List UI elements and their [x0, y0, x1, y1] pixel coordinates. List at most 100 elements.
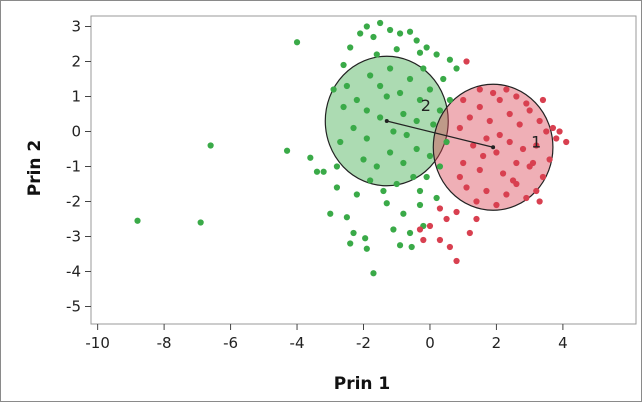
- cluster-2-point: [416, 187, 424, 195]
- cluster-2-point: [377, 82, 384, 90]
- cluster-2-point: [380, 187, 387, 195]
- cluster-2-point: [426, 86, 434, 93]
- y-tick-label: -4: [66, 263, 81, 281]
- cluster-2-point: [386, 26, 394, 34]
- cluster-1-point: [509, 177, 517, 184]
- cluster-1-point: [496, 96, 503, 104]
- cluster-2-point: [362, 235, 369, 242]
- cluster-1-point: [443, 215, 450, 223]
- y-tick-label: 0: [71, 123, 81, 141]
- cluster-2-point: [396, 30, 404, 37]
- cluster-2-point: [446, 56, 454, 63]
- cluster-2-point: [313, 168, 321, 175]
- data-points: [134, 19, 570, 277]
- cluster-2-point: [373, 163, 380, 170]
- x-tick-label: -8: [157, 334, 172, 352]
- cluster-1-point: [539, 96, 547, 104]
- cluster-2-point: [413, 145, 420, 153]
- cluster-2-point: [207, 142, 214, 149]
- cluster-2-point: [406, 28, 414, 35]
- y-tick-label: -2: [66, 193, 81, 211]
- x-tick-label: 2: [492, 334, 502, 352]
- cluster-1-point: [456, 124, 463, 132]
- cluster-2-point: [436, 163, 444, 170]
- cluster-2-point: [367, 177, 374, 184]
- cluster-2-point: [420, 65, 427, 72]
- cluster-1-point: [463, 184, 470, 191]
- cluster-2-label: 2: [421, 96, 431, 115]
- cluster-2-point: [443, 138, 450, 146]
- plot-area: [90, 15, 637, 325]
- y-tick-label: -1: [66, 158, 81, 176]
- cluster-1-point: [536, 117, 543, 125]
- cluster-1-point: [480, 152, 487, 160]
- cluster-2-point: [393, 46, 400, 53]
- cluster-2-point: [134, 217, 141, 224]
- cluster-1-point: [453, 208, 460, 216]
- cluster-1-point: [446, 243, 454, 251]
- cluster-1-point: [499, 170, 507, 177]
- cluster-1-point: [456, 173, 463, 181]
- cluster-1-point: [466, 114, 473, 121]
- cluster-1-point: [493, 149, 500, 156]
- x-tick-label: -4: [290, 334, 305, 352]
- y-axis-title: Prin 2: [25, 140, 45, 197]
- cluster-2-point: [343, 82, 350, 90]
- cluster-1-point: [473, 215, 480, 223]
- cluster-1-point: [473, 198, 480, 205]
- cluster-1-point: [416, 226, 424, 233]
- cluster-2-point: [340, 61, 347, 69]
- cluster-2-point: [307, 154, 314, 161]
- cluster-1-point: [533, 187, 540, 195]
- cluster-2-point: [416, 201, 424, 209]
- cluster-1-point: [460, 159, 467, 167]
- cluster-1-point: [513, 93, 520, 100]
- cluster-1-point: [553, 135, 560, 142]
- cluster-2-point: [330, 86, 337, 93]
- cluster-1-point: [543, 128, 550, 135]
- cluster-1-point: [523, 194, 530, 202]
- cluster-1-point: [470, 142, 477, 149]
- cluster-2-point: [360, 156, 367, 163]
- x-tick-label: -10: [85, 334, 110, 352]
- cluster-2-center: [384, 119, 389, 123]
- cluster-2-point: [436, 107, 444, 114]
- cluster-2-point: [433, 51, 440, 58]
- cluster-2-point: [433, 194, 440, 202]
- cluster-2-point: [426, 152, 434, 160]
- y-tick-label: 1: [71, 88, 81, 106]
- x-axis-title: Prin 1: [334, 374, 391, 394]
- cluster-2-point: [406, 229, 414, 237]
- cluster-2-point: [413, 117, 420, 125]
- cluster-1-point: [506, 138, 513, 146]
- cluster-1-point: [483, 187, 490, 195]
- cluster-1-point: [453, 257, 460, 265]
- cluster-1-point: [506, 110, 513, 118]
- cluster-1-point: [533, 142, 540, 149]
- cluster-2-point: [410, 173, 417, 181]
- cluster-1-point: [476, 166, 483, 174]
- cluster-2-point: [406, 75, 414, 83]
- cluster-2-point: [430, 121, 437, 128]
- cluster-1-point: [483, 135, 490, 142]
- cluster-1-point: [549, 124, 557, 132]
- center-connector-line: [386, 120, 494, 148]
- cluster-1-point: [516, 121, 523, 128]
- cluster-2-point: [403, 131, 410, 139]
- cluster-2-point: [390, 226, 397, 233]
- cluster-2-point: [197, 219, 204, 226]
- cluster-1-point: [436, 236, 444, 244]
- cluster-2-point: [400, 159, 407, 167]
- cluster-2-point: [386, 65, 394, 72]
- cluster-2-point: [343, 214, 350, 221]
- cluster-2-point: [423, 44, 430, 51]
- x-tick-label: -6: [223, 334, 238, 352]
- cluster-2-point: [357, 30, 364, 37]
- cluster-2-point: [320, 168, 327, 175]
- cluster-2-point: [363, 107, 370, 114]
- cluster-1-point: [460, 96, 467, 104]
- cluster-2-point: [446, 96, 454, 104]
